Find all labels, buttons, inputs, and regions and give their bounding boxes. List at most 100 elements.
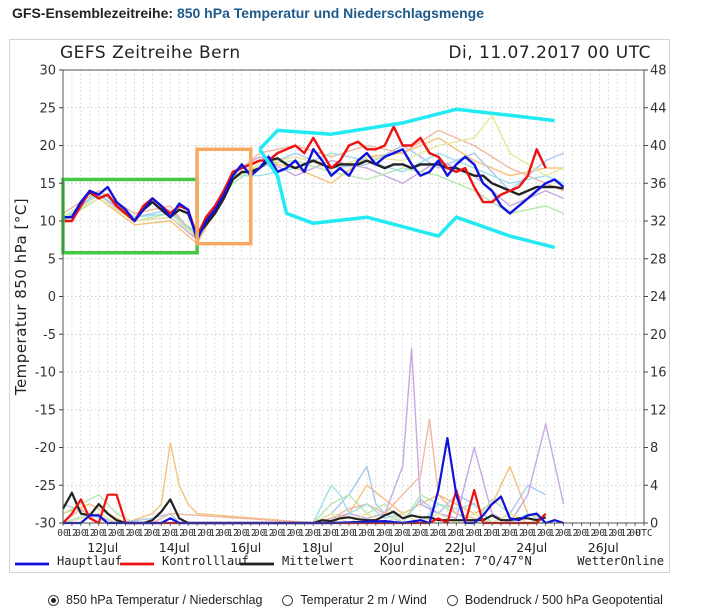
option-label-pressure: Bodendruck / 500 hPa Geopotential — [464, 593, 663, 607]
x-hour-label: 12 — [495, 528, 506, 539]
x-hour-label: 12 — [406, 528, 417, 539]
x-hour-label: 00 — [361, 528, 373, 539]
ensemble-temp-line — [62, 137, 564, 245]
option-label-850hpa: 850 hPa Temperatur / Niederschlag — [66, 593, 263, 607]
y2-tick-label: 40 — [650, 139, 667, 154]
y-tick-label: 10 — [39, 215, 56, 230]
x-hour-label: 12 — [388, 528, 399, 539]
x-hour-label: 12 — [513, 528, 524, 539]
x-hour-label: 12 — [620, 528, 631, 539]
x-hour-label: 00 — [397, 528, 409, 539]
chart-type-selector: 850 hPa Temperatur / Niederschlag Temper… — [48, 590, 683, 610]
x-hour-label: 00 — [504, 528, 516, 539]
legend: Hauptlauf Kontrolllauf Mittelwert Koordinat… — [15, 554, 664, 568]
x-hour-label: 00 — [486, 528, 498, 539]
y-tick-label: 15 — [39, 177, 56, 192]
x-hour-label: UTC — [635, 528, 652, 539]
chart-title: GEFS Zeitreihe Bern — [60, 43, 241, 63]
x-hour-label: 00 — [576, 528, 588, 539]
y2-tick-label: 12 — [650, 403, 667, 418]
ensemble-chart: GEFS Zeitreihe Bern Di, 11.07.2017 00 UTC… — [12, 43, 667, 568]
chart-date: Di, 11.07.2017 00 UTC — [448, 43, 651, 63]
y-tick-label: 0 — [48, 290, 56, 305]
x-hour-label: 12 — [209, 528, 220, 539]
x-hour-label: 12 — [227, 528, 238, 539]
y2-tick-label: 8 — [650, 441, 658, 456]
x-day-label: 16Jul — [230, 540, 261, 555]
chart-panel: GEFS Zeitreihe Bern Di, 11.07.2017 00 UTC… — [9, 39, 670, 573]
x-day-label: 20Jul — [373, 540, 404, 555]
x-hour-label: 00 — [75, 528, 87, 539]
y-tick-label: 30 — [39, 64, 56, 79]
y2-tick-label: 24 — [650, 290, 667, 305]
x-hour-label: 00 — [343, 528, 355, 539]
y2-tick-label: 4 — [650, 479, 658, 494]
temp-line-kontrolllauf — [63, 125, 547, 238]
option-pressure[interactable]: Bodendruck / 500 hPa Geopotential — [446, 593, 663, 607]
x-hour-label: 00 — [325, 528, 337, 539]
x-hour-label: 12 — [585, 528, 596, 539]
y-tick-label: -30 — [35, 517, 56, 532]
header-label: GFS-Ensemblezeitreihe: — [12, 5, 174, 21]
x-day-label: 18Jul — [302, 540, 333, 555]
x-hour-label: 12 — [281, 528, 292, 539]
y2-tick-label: 36 — [650, 177, 667, 192]
x-hour-label: 00 — [594, 528, 606, 539]
x-hour-label: 12 — [263, 528, 274, 539]
temp-line-hauptlauf — [63, 148, 565, 242]
x-hour-label: 00 — [558, 528, 570, 539]
axes: GEFS Zeitreihe Bern Di, 11.07.2017 00 UTC… — [12, 43, 667, 555]
y-tick-label: -10 — [35, 366, 56, 381]
legend-label-hauptlauf: Hauptlauf — [57, 554, 122, 568]
y-tick-label: -15 — [35, 403, 56, 418]
x-hour-label: 00 — [522, 528, 534, 539]
x-hour-label: 12 — [477, 528, 488, 539]
y2-tick-label: 48 — [650, 64, 667, 79]
x-hour-label: 12 — [352, 528, 363, 539]
x-hour-label: 00 — [290, 528, 302, 539]
x-hour-label: 12 — [316, 528, 327, 539]
y2-tick-label: 44 — [650, 101, 667, 116]
brand-label: WetterOnline — [577, 554, 664, 568]
x-hour-label: 00 — [111, 528, 123, 539]
x-hour-label: 00 — [468, 528, 480, 539]
x-hour-label: 12 — [138, 528, 149, 539]
x-hour-label: 00 — [182, 528, 194, 539]
radio-pressure[interactable] — [446, 594, 458, 606]
option-temp-2m[interactable]: Temperatur 2 m / Wind — [282, 593, 427, 607]
x-hour-label: 00 — [451, 528, 463, 539]
x-hour-label: 00 — [415, 528, 427, 539]
radio-850hpa[interactable] — [48, 594, 59, 606]
x-hour-label: 12 — [334, 528, 345, 539]
x-hour-label: 12 — [370, 528, 381, 539]
envelope-lower — [258, 148, 556, 250]
y2-tick-label: 0 — [650, 517, 658, 532]
x-hour-label: 00 — [93, 528, 105, 539]
x-hour-label: 12 — [567, 528, 578, 539]
y-tick-label: 25 — [39, 101, 56, 116]
y2-tick-label: 28 — [650, 252, 667, 267]
y2-tick-label: 20 — [650, 328, 667, 343]
x-hour-label: 12 — [102, 528, 113, 539]
x-hour-label: 00 — [129, 528, 141, 539]
x-hour-label: 00 — [147, 528, 159, 539]
option-temp-850[interactable]: 850 hPa Temperatur / Niederschlag — [48, 593, 262, 607]
y-tick-label: 5 — [48, 252, 56, 267]
box-transition-period — [195, 147, 253, 246]
x-day-label: 12Jul — [87, 540, 118, 555]
x-hour-label: 00 — [200, 528, 212, 539]
x-hour-label: 12 — [460, 528, 471, 539]
x-hour-label: 00 — [611, 528, 623, 539]
x-hour-label: 12 — [531, 528, 542, 539]
y-axis-label: Temperatur 850 hPa [°C] — [12, 198, 30, 396]
x-hour-label: 00 — [379, 528, 391, 539]
x-hour-label: 12 — [442, 528, 453, 539]
option-label-2m: Temperatur 2 m / Wind — [300, 593, 427, 607]
x-hour-label: 12 — [299, 528, 310, 539]
x-hour-label: 00 — [433, 528, 445, 539]
radio-2m[interactable] — [282, 594, 294, 606]
x-hour-label: 12 — [424, 528, 435, 539]
y2-tick-label: 16 — [650, 366, 667, 381]
y-tick-label: -25 — [35, 479, 56, 494]
page-header: GFS-Ensemblezeitreihe: 850 hPa Temperatu… — [12, 4, 484, 22]
